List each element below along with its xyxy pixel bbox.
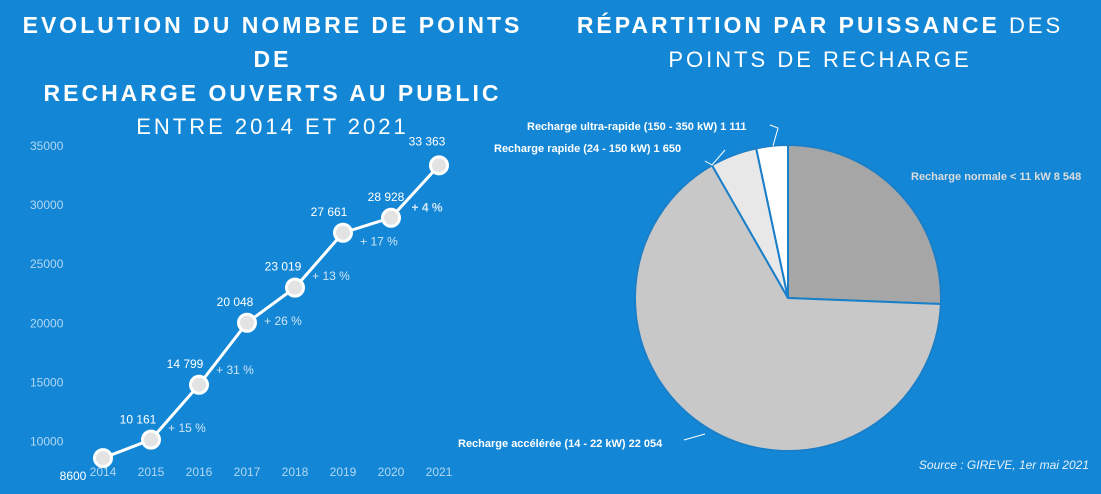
data-point	[237, 312, 257, 333]
slice-label: Recharge accélérée (14 - 22 kW) 22 054	[458, 438, 663, 450]
line-chart-title-line-3: ENTRE 2014 ET 2021	[136, 114, 409, 139]
source-note: Source : GIREVE, 1er mai 2021	[918, 458, 1089, 472]
line-chart-title-line-2: RECHARGE OUVERTS AU PUBLIC	[43, 80, 502, 106]
data-point	[189, 374, 209, 395]
x-tick-label: 2020	[378, 465, 405, 479]
data-point	[333, 222, 353, 243]
pie-slice	[755, 143, 789, 299]
data-point	[285, 277, 305, 298]
growth-label: + 4 %	[411, 201, 442, 215]
pie-slice	[787, 143, 942, 306]
x-tick-label: 2021	[426, 465, 453, 479]
pie-chart-title: RÉPARTITION PAR PUISSANCE DES POINTS DE …	[560, 8, 1080, 77]
y-tick-label: 35000	[30, 139, 64, 153]
y-tick-label: 30000	[30, 198, 64, 212]
data-label: 23 019	[265, 260, 302, 274]
x-tick-label: 2019	[330, 465, 357, 479]
data-point	[93, 448, 113, 469]
x-tick-label: 2016	[186, 465, 213, 479]
growth-label: + 15 %	[168, 421, 206, 435]
y-tick-label: 10000	[30, 435, 64, 449]
growth-label: + 17 %	[360, 234, 398, 248]
x-tick-label: 2018	[282, 465, 309, 479]
growth-label: + 13 %	[312, 269, 350, 283]
line-chart: 35000 30000 25000 20000 15000 10000 2014 2015 20…	[30, 134, 453, 483]
data-point	[381, 207, 401, 228]
data-label: 20 048	[217, 295, 254, 309]
line-chart-title-line-1: EVOLUTION DU NOMBRE DE POINTS DE	[22, 12, 523, 72]
data-label: 8600	[60, 469, 87, 483]
slice-label: Recharge ultra-rapide (150 - 350 kW) 1 1…	[527, 121, 747, 133]
data-label: 33 363	[409, 134, 446, 148]
leader-line	[704, 149, 726, 166]
x-tick-label: 2017	[234, 465, 261, 479]
pie-chart-title-line-2: POINTS DE RECHARGE	[668, 47, 972, 72]
x-tick-label: 2015	[138, 465, 165, 479]
y-tick-label: 15000	[30, 375, 64, 389]
leader-line	[683, 433, 706, 441]
x-tick-label: 2014	[90, 465, 117, 479]
data-point	[141, 429, 161, 450]
y-tick-label: 25000	[30, 257, 64, 271]
pie-chart-title-light: DES	[999, 13, 1064, 38]
growth-label: + 26 %	[264, 314, 302, 328]
data-label: 10 161	[120, 413, 157, 427]
data-label: 27 661	[311, 205, 348, 219]
data-label: 14 799	[167, 357, 204, 371]
line-chart-title: EVOLUTION DU NOMBRE DE POINTS DE RECHARG…	[0, 8, 545, 144]
y-tick-label: 20000	[30, 316, 64, 330]
growth-label: + 31 %	[216, 363, 254, 377]
pie-chart-title-bold: RÉPARTITION PAR PUISSANCE	[576, 12, 1000, 38]
data-point	[429, 155, 449, 176]
pie-chart: Recharge normale < 11 kW 8 548 Recharge a…	[458, 121, 1081, 452]
pie-slice	[634, 163, 942, 452]
leader-line	[769, 124, 779, 147]
slice-label: Recharge rapide (24 - 150 kW) 1 650	[494, 143, 681, 155]
data-label: 28 928	[368, 190, 405, 204]
slice-label: Recharge normale < 11 kW 8 548	[911, 171, 1081, 183]
